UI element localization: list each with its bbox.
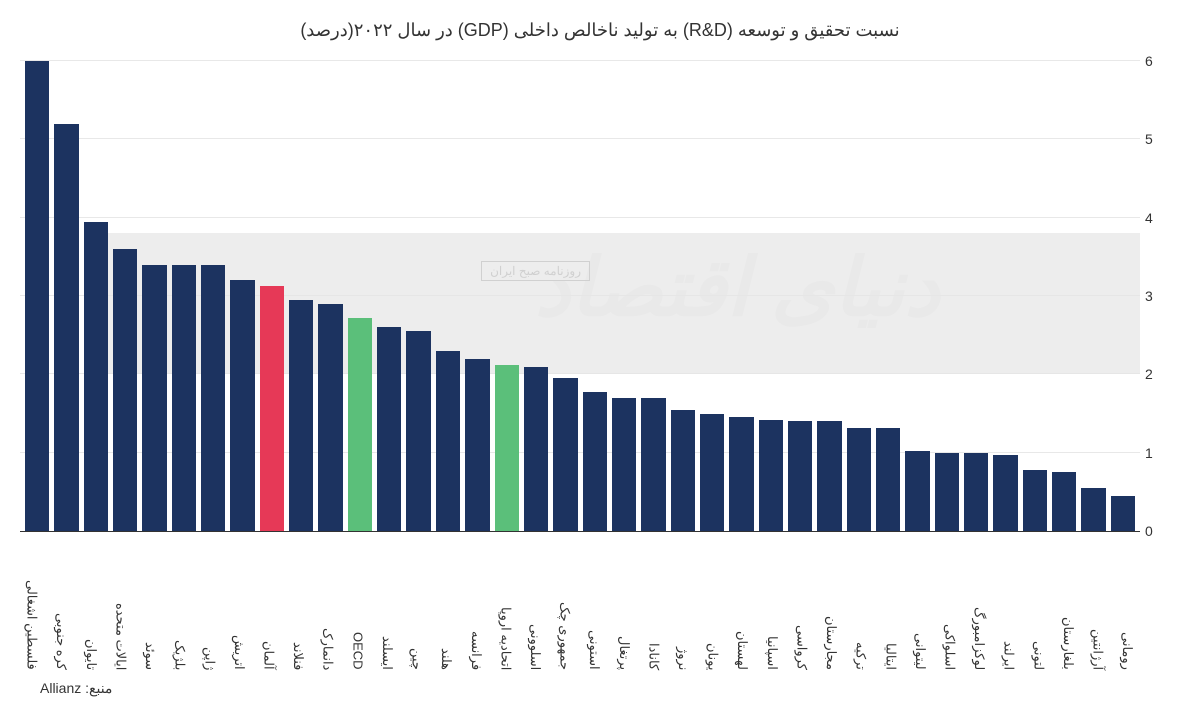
bar: [612, 398, 636, 531]
x-label: هلند: [430, 540, 455, 670]
x-label: ژاپن: [193, 540, 218, 670]
bar: [847, 428, 871, 531]
x-label: استونی: [578, 540, 603, 670]
bar: [700, 414, 724, 532]
x-label: چین: [400, 540, 425, 670]
x-label: یونان: [696, 540, 721, 670]
bar: [553, 378, 577, 531]
x-label: نروژ: [666, 540, 691, 670]
bar: [876, 428, 900, 531]
bar: [230, 280, 254, 531]
y-tick: 5: [1145, 131, 1175, 147]
y-tick: 0: [1145, 523, 1175, 539]
bar: [641, 398, 665, 531]
bar: [583, 392, 607, 531]
y-tick: 6: [1145, 53, 1175, 69]
x-label: فلسطین اشغالی: [15, 540, 40, 670]
x-label: فرانسه: [459, 540, 484, 670]
chart-plot-area: دنیای اقتصاد روزنامه صبح ایران 0123456: [20, 61, 1140, 532]
x-label: ایرلند: [992, 540, 1017, 670]
chart-container: نسبت تحقیق و توسعه (R&D) به تولید ناخالص…: [20, 20, 1180, 692]
bar: [935, 453, 959, 531]
bar: [495, 365, 519, 531]
x-label: بلغارستان: [1051, 540, 1076, 670]
x-label: دانمارک: [311, 540, 336, 670]
x-label: تایوان: [74, 540, 99, 670]
x-label: سوئد: [133, 540, 158, 670]
bar: [524, 367, 548, 532]
x-label: بلژیک: [163, 540, 188, 670]
x-label: لتونی: [1022, 540, 1047, 670]
x-label: ایسلند: [370, 540, 395, 670]
y-tick: 1: [1145, 445, 1175, 461]
bar: [377, 327, 401, 531]
x-label: مجارستان: [814, 540, 839, 670]
bar: [729, 417, 753, 531]
x-label: اتحادیه اروپا: [489, 540, 514, 670]
bar: [260, 286, 284, 531]
x-label: اسلوونی: [518, 540, 543, 670]
bar: [406, 331, 430, 531]
x-label: فنلاند: [281, 540, 306, 670]
source-label: منبع:: [85, 680, 112, 696]
y-tick: 2: [1145, 366, 1175, 382]
x-label: آرژانتین: [1081, 540, 1106, 670]
bar: [25, 61, 49, 531]
bar: [84, 222, 108, 531]
bar: [993, 455, 1017, 531]
x-label: اتریش: [222, 540, 247, 670]
bar: [1052, 472, 1076, 531]
bar: [1081, 488, 1105, 531]
bar: [318, 304, 342, 531]
x-label: لهستان: [726, 540, 751, 670]
source-value: Allianz: [40, 680, 81, 696]
x-label: ترکیه: [844, 540, 869, 670]
source-line: منبع: Allianz: [20, 680, 1180, 697]
bar: [671, 410, 695, 531]
bar: [465, 359, 489, 531]
x-label: ایتالیا: [874, 540, 899, 670]
bar: [172, 265, 196, 531]
y-tick: 3: [1145, 288, 1175, 304]
bar: [905, 451, 929, 531]
x-label: آلمان: [252, 540, 277, 670]
x-label: رومانی: [1111, 540, 1136, 670]
x-label: کانادا: [637, 540, 662, 670]
bar: [759, 420, 783, 531]
bar: [1023, 470, 1047, 531]
bar: [113, 249, 137, 531]
x-label: جمهوری چک: [548, 540, 573, 670]
x-label: پرتغال: [607, 540, 632, 670]
bar: [817, 421, 841, 531]
bar: [201, 265, 225, 531]
x-label: کرواسی: [785, 540, 810, 670]
x-label: اسلواکی: [933, 540, 958, 670]
x-label: اسپانیا: [755, 540, 780, 670]
bar: [54, 124, 78, 531]
bar: [142, 265, 166, 531]
bar: [436, 351, 460, 531]
x-label: ایالات متحده: [104, 540, 129, 670]
chart-title: نسبت تحقیق و توسعه (R&D) به تولید ناخالص…: [20, 20, 1180, 41]
bar: [1111, 496, 1135, 531]
x-label: لیتوانی: [903, 540, 928, 670]
y-tick: 4: [1145, 210, 1175, 226]
y-axis: 0123456: [1145, 61, 1175, 531]
x-label: لوکزامبورگ: [963, 540, 988, 670]
x-axis-labels: فلسطین اشغالیکره جنوبیتایوانایالات متحده…: [10, 540, 1140, 670]
bar: [348, 318, 372, 531]
bars-group: [20, 61, 1140, 531]
bar: [964, 453, 988, 531]
x-label: OECD: [341, 540, 366, 670]
x-label: کره جنوبی: [45, 540, 70, 670]
bar: [788, 421, 812, 531]
bar: [289, 300, 313, 531]
